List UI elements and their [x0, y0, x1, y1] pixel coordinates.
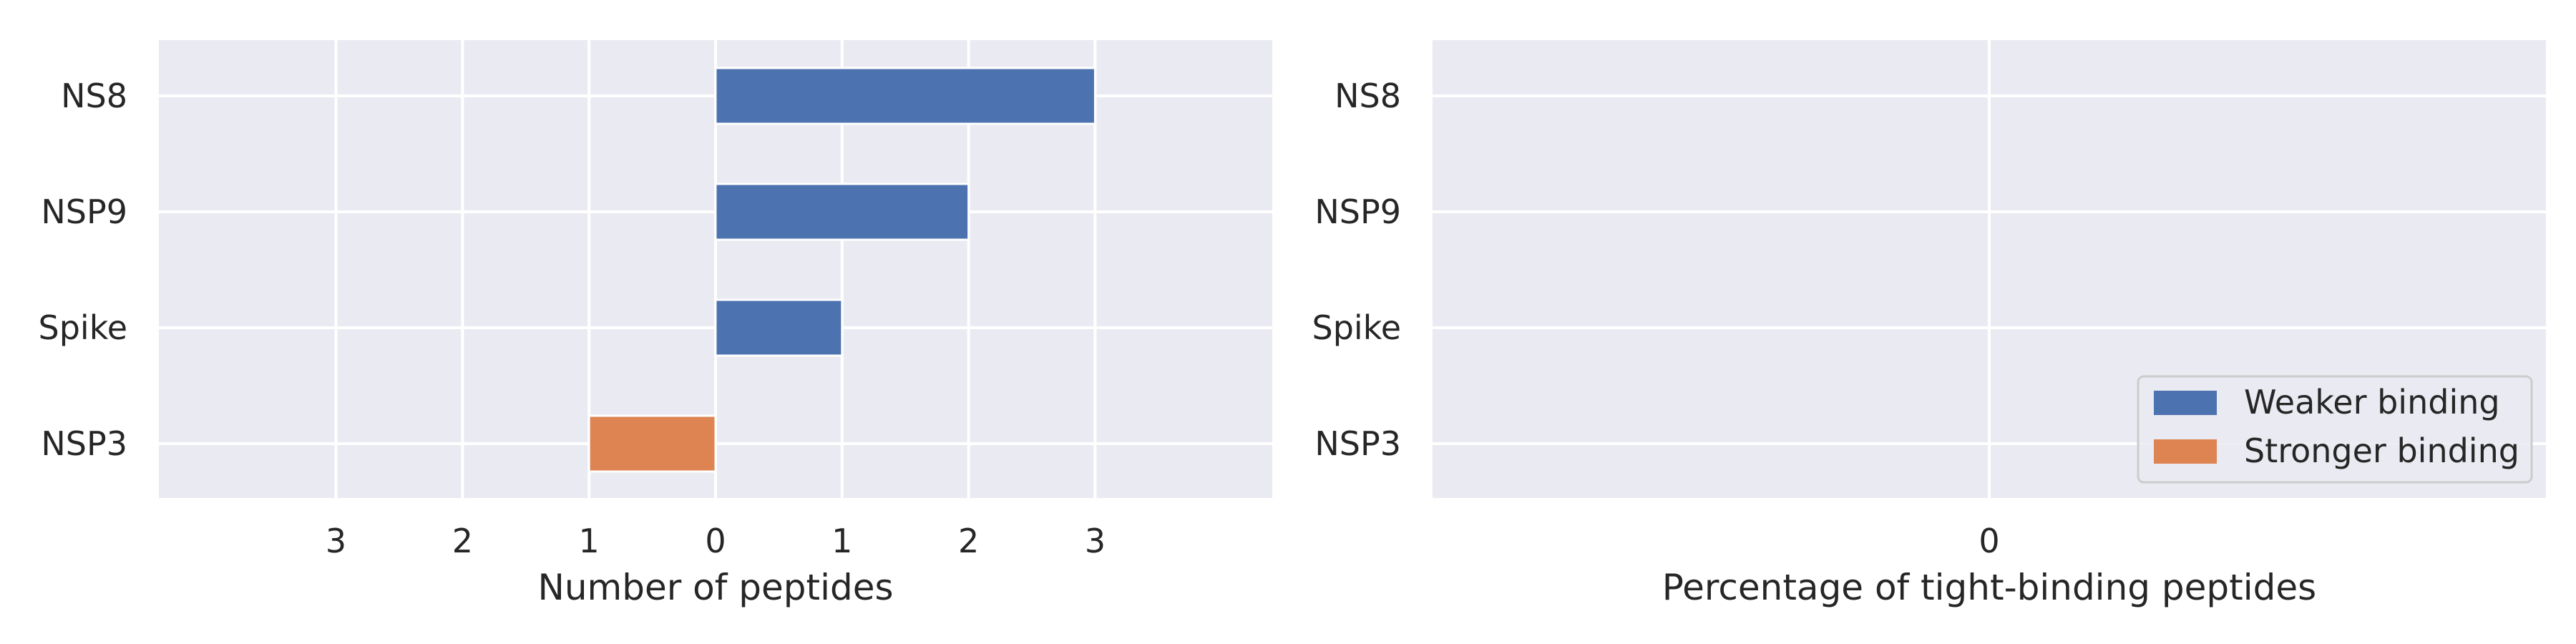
right-y-tick-label: NSP9 — [1314, 192, 1401, 231]
right-x-tick-label: 0 — [1979, 522, 1999, 560]
bar-weaker-binding-spike — [714, 298, 844, 357]
right-panel-y-tick-labels: NS8 NSP9 Spike NSP3 — [1312, 77, 1401, 463]
left-panel-y-tick-labels: NS8 NSP9 Spike NSP3 — [39, 77, 127, 463]
legend-swatch-weaker-binding — [2154, 391, 2217, 415]
left-x-tick-label: 3 — [1085, 522, 1106, 560]
right-panel-x-axis-title: Percentage of tight-binding peptides — [1662, 567, 2316, 608]
bar-weaker-binding-ns8 — [714, 67, 1096, 125]
legend: Weaker binding Stronger binding — [2137, 375, 2533, 484]
left-x-tick-label: 1 — [831, 522, 852, 560]
right-panel-x-tick-labels: 0 — [1979, 522, 1999, 560]
left-y-tick-label: NSP3 — [41, 424, 127, 463]
left-x-tick-label: 2 — [452, 522, 473, 560]
left-y-tick-label: Spike — [39, 308, 127, 347]
right-y-tick-label: NS8 — [1335, 77, 1401, 115]
left-panel-x-axis-title: Number of peptides — [537, 567, 893, 608]
legend-label-stronger-binding: Stronger binding — [2244, 431, 2519, 470]
left-x-tick-label: 3 — [326, 522, 346, 560]
left-y-tick-label: NSP9 — [41, 192, 127, 231]
right-panel: NS8 NSP9 Spike NSP3 0 Percentage of tight-b… — [1312, 40, 2546, 608]
left-panel-bars — [587, 67, 1096, 473]
left-x-tick-label: 2 — [958, 522, 979, 560]
right-y-tick-label: Spike — [1312, 308, 1401, 347]
left-y-tick-label: NS8 — [61, 77, 127, 115]
bar-weaker-binding-nsp9 — [714, 182, 970, 241]
left-panel-x-tick-labels: 3 2 1 0 1 2 3 — [326, 522, 1106, 560]
legend-label-weaker-binding: Weaker binding — [2244, 383, 2500, 421]
left-x-tick-label: 1 — [579, 522, 600, 560]
legend-frame — [2137, 375, 2533, 484]
left-panel: NS8 NSP9 Spike NSP3 3 2 1 0 1 2 3 Number of pepti… — [39, 40, 1272, 608]
left-x-tick-label: 0 — [705, 522, 726, 560]
right-y-tick-label: NSP3 — [1314, 424, 1401, 463]
bar-stronger-binding-nsp3 — [587, 414, 717, 473]
legend-swatch-stronger-binding — [2154, 439, 2217, 464]
